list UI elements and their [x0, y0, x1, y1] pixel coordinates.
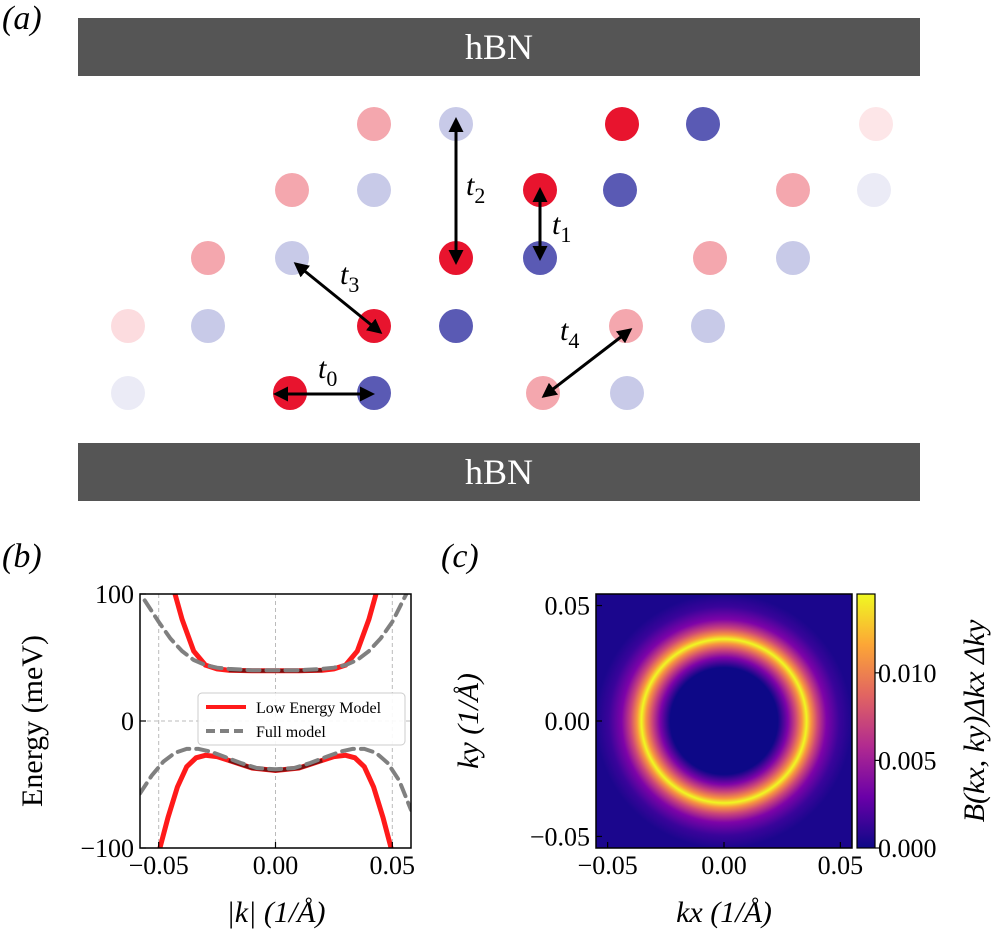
y-tick-label: −100 [80, 834, 134, 863]
hopping-label-t1: t1 [552, 208, 571, 247]
panel-a-label: (a) [2, 0, 42, 37]
y-tick-label: 100 [95, 580, 134, 609]
full-model-line [142, 594, 409, 673]
x-axis-label-c: kx (1/Å) [676, 896, 772, 929]
y-tick-label: −0.05 [530, 822, 590, 851]
lattice-site [776, 173, 810, 207]
colorbar-tick-label: 0.005 [878, 746, 937, 775]
lattice-site [191, 241, 225, 275]
x-tick-label: −0.05 [578, 851, 638, 880]
lattice-site [357, 173, 391, 207]
y-axis-label: Energy (meV) [16, 635, 49, 807]
lattice-site [691, 309, 725, 343]
colorbar-label: B(kx, ky)Δkx Δky [958, 619, 991, 822]
y-tick-label: 0.00 [545, 707, 591, 736]
lattice-site [111, 309, 145, 343]
lattice-site [857, 173, 891, 207]
colorbar-tick-label: 0.010 [878, 659, 937, 688]
x-tick-label: 0.05 [370, 851, 416, 880]
lattice-site [191, 309, 225, 343]
lattice-site [859, 107, 893, 141]
panel-c-label: (c) [441, 538, 479, 575]
lattice-site [605, 107, 639, 141]
hopping-label-t0: t0 [318, 352, 337, 391]
lattice-site [693, 241, 727, 275]
full-model-line [140, 746, 411, 812]
hopping-arrow-t3 [293, 262, 383, 334]
colorbar [856, 593, 876, 849]
heatmap-image [596, 594, 852, 848]
hopping-label-t3: t3 [340, 258, 359, 297]
chart-ticks: −0.05 0.00 0.05 −100 0 100 [80, 580, 415, 880]
lattice-site [776, 241, 810, 275]
hopping-label-t2: t2 [466, 169, 485, 208]
lattice-site [686, 107, 720, 141]
legend-label-low-energy: Low Energy Model [256, 700, 382, 717]
hopping-label-t4: t4 [560, 314, 579, 353]
lattice-site [357, 107, 391, 141]
lattice-site [111, 376, 145, 410]
x-tick-label: 0.00 [701, 851, 747, 880]
bottom-hbn-layer: hBN [78, 443, 920, 501]
lattice-site [439, 309, 473, 343]
panel-b-label: (b) [2, 538, 42, 575]
lattice-site [275, 173, 309, 207]
hopping-arrow-t4 [541, 328, 633, 398]
x-tick-label: 0.00 [253, 851, 299, 880]
x-axis-label: |k| (1/Å) [227, 896, 326, 929]
y-axis-label-c: ky (1/Å) [452, 673, 485, 769]
y-tick-label: 0 [121, 707, 134, 736]
lattice-site [603, 173, 637, 207]
top-hbn-layer: hBN [78, 18, 920, 76]
heatmap-ticks: −0.05 0.00 0.05 0.05 0.00 −0.05 0.010 0.005 0.00… [530, 592, 937, 880]
legend-label-full-model: Full model [256, 724, 326, 741]
y-tick-label: 0.05 [545, 592, 591, 621]
x-tick-label: 0.05 [818, 851, 864, 880]
colorbar-tick-label: 0.000 [878, 834, 937, 863]
x-tick-label: −0.05 [129, 851, 189, 880]
chart-legend: Low Energy Model Full model [197, 692, 406, 746]
chart-series-group [140, 594, 411, 848]
